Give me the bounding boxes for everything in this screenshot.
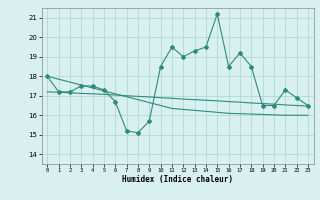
X-axis label: Humidex (Indice chaleur): Humidex (Indice chaleur) [122, 175, 233, 184]
